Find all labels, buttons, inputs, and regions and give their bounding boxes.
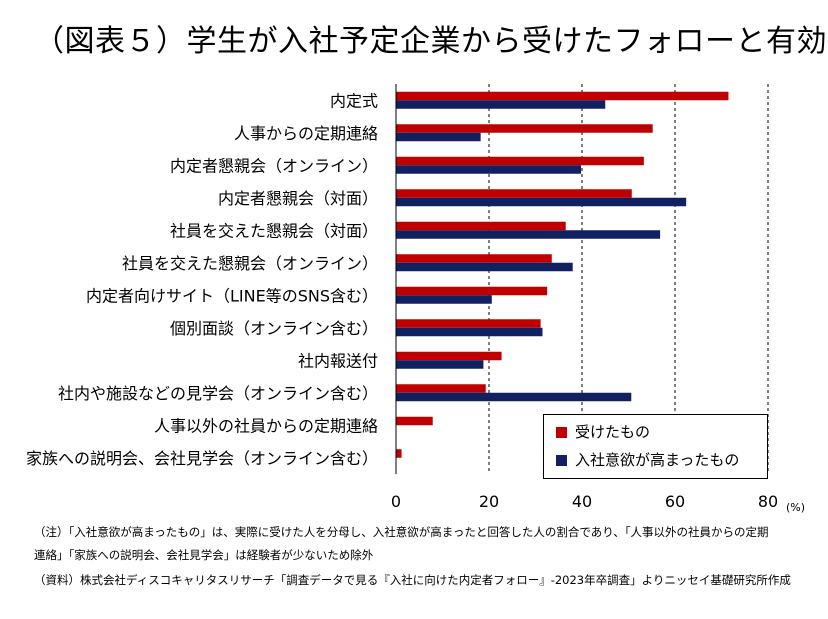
bar (396, 91, 729, 101)
bar (396, 416, 433, 426)
category-label: 社内や施設などの見学会（オンライン含む） (58, 384, 378, 403)
footnote-source: （資料）株式会社ディスコキャリタスリサーチ「調査データで見る『入社に向けた内定者… (34, 573, 791, 587)
x-tick-label: 40 (572, 492, 592, 511)
legend-item-received: 受けたもの (556, 421, 650, 442)
x-tick-label: 20 (479, 492, 499, 511)
bar (396, 351, 502, 361)
category-label: 内定者向けサイト（LINE等のSNS含む） (86, 286, 378, 305)
category-label: 社員を交えた懇親会（オンライン） (122, 254, 378, 273)
bar (396, 124, 653, 133)
x-axis-unit: (%) (786, 501, 805, 514)
category-label: 個別面談（オンライン含む） (170, 319, 378, 338)
bar (396, 132, 481, 142)
bar (396, 230, 661, 239)
legend-swatch-motivated (556, 455, 567, 466)
legend-swatch-received (556, 427, 567, 438)
x-tick-label: 80 (758, 492, 778, 511)
legend-item-motivated: 入社意欲が高まったもの (556, 449, 739, 470)
bar (396, 286, 548, 296)
legend-label-received: 受けたもの (575, 423, 651, 441)
bar (396, 392, 632, 402)
x-tick-label: 60 (665, 492, 685, 511)
bar (396, 262, 573, 272)
bar (396, 327, 543, 337)
x-tick-label: 0 (391, 492, 401, 511)
bar (396, 165, 582, 174)
bar (396, 100, 606, 109)
category-label: 社員を交えた懇親会（対面） (170, 221, 378, 240)
bar (396, 189, 632, 198)
category-label: 内定者懇親会（オンライン） (170, 156, 378, 175)
bar (396, 197, 687, 207)
category-label: 内定式 (330, 91, 378, 110)
bar (396, 449, 402, 458)
bar (396, 221, 566, 231)
footnote-line-1: （注）「入社意欲が高まったもの」は、実際に受けた人を分母し、入社意欲が高まったと… (34, 525, 769, 539)
bar (396, 254, 552, 263)
chart-legend: 受けたもの 入社意欲が高まったもの (543, 414, 768, 479)
category-label: 内定者懇親会（対面） (218, 189, 378, 208)
category-label: 社内報送付 (298, 351, 378, 370)
bar (396, 156, 644, 166)
bar (396, 384, 486, 393)
legend-label-motivated: 入社意欲が高まったもの (575, 451, 740, 469)
category-label: 人事以外の社員からの定期連絡 (154, 416, 378, 435)
category-label: 家族への説明会、会社見学会（オンライン含む） (26, 449, 378, 468)
category-label: 人事からの定期連絡 (234, 124, 378, 143)
bar (396, 295, 492, 304)
bar (396, 360, 484, 369)
chart-title: （図表５）学生が入社予定企業から受けたフォローと有効性 (34, 24, 828, 59)
footnote-line-2: 連絡」「家族への説明会、会社見学会」は経験者が少ないため除外 (34, 548, 374, 562)
bar (396, 319, 541, 328)
